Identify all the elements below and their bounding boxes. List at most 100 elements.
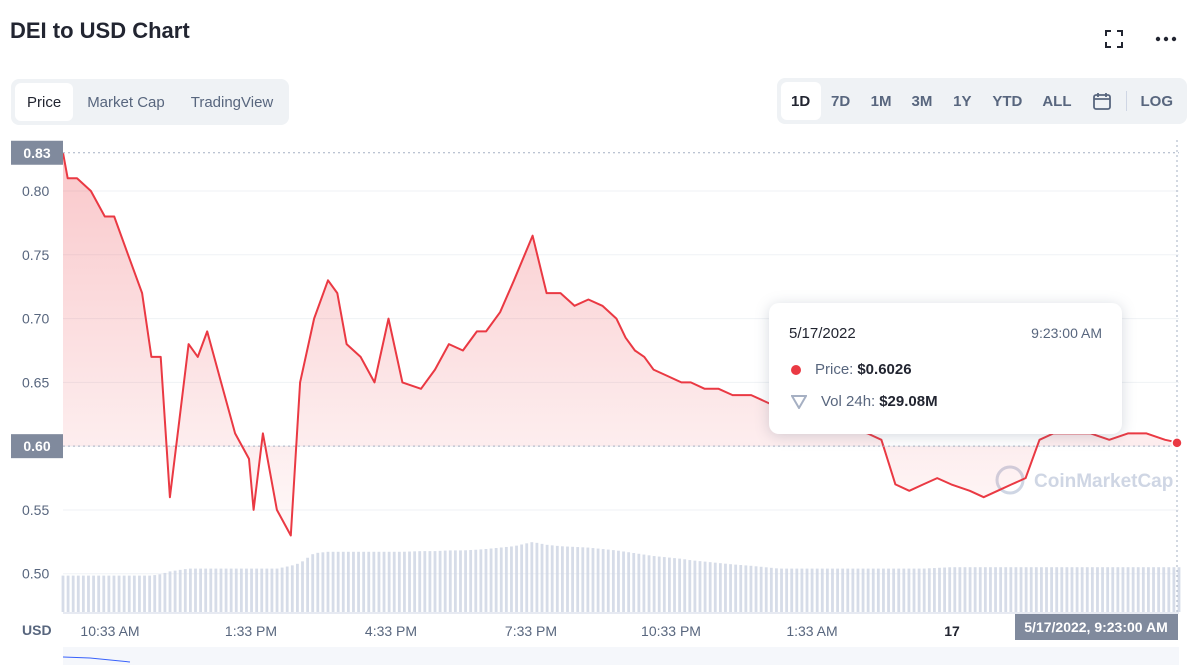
volume-bar [464, 550, 467, 612]
volume-bar [158, 574, 162, 612]
volume-bar [754, 566, 758, 612]
volume-bar [336, 551, 340, 612]
volume-bar [367, 551, 371, 612]
volume-bar [632, 553, 636, 612]
volume-bar [122, 575, 126, 612]
volume-bar [229, 568, 233, 612]
volume-bar [1152, 567, 1155, 612]
volume-bar [652, 556, 656, 612]
volume-bar [1157, 567, 1161, 612]
y-tick-label: 0.75 [22, 247, 49, 263]
range-1y[interactable]: 1Y [953, 92, 972, 110]
volume-bar [647, 555, 651, 612]
volume-bar [953, 567, 957, 612]
volume-bar [92, 575, 95, 612]
range-7d[interactable]: 7D [831, 92, 851, 110]
volume-bar [194, 568, 197, 612]
volume-bar [938, 567, 941, 612]
volume-bar [112, 575, 116, 612]
volume-bar [907, 568, 911, 612]
volume-bar [387, 551, 391, 612]
volume-bar [729, 564, 732, 612]
range-1d[interactable]: 1D [780, 82, 821, 120]
volume-bar [749, 565, 753, 612]
volume-bar [1147, 567, 1150, 612]
volume-bar [775, 568, 778, 612]
volume-bar [1075, 567, 1079, 612]
calendar-icon[interactable] [1082, 82, 1122, 120]
x-tick-label: 1:33 PM [225, 623, 277, 639]
volume-bar [448, 550, 452, 612]
volume-bar [178, 569, 182, 612]
volume-bar [474, 549, 478, 612]
tooltip-price-row: Price: $0.6026 [791, 361, 912, 378]
volume-bar [999, 567, 1003, 612]
volume-bar [917, 568, 921, 612]
navigator-strip[interactable] [63, 647, 1179, 665]
volume-bar [810, 568, 814, 612]
volume-bar [81, 575, 85, 612]
x-tick-label: 10:33 PM [641, 623, 701, 639]
range-all[interactable]: ALL [1042, 92, 1072, 110]
volume-bar [1019, 567, 1023, 612]
x-tick-label: 7:33 PM [505, 623, 557, 639]
volume-bar [1141, 567, 1145, 612]
y-tick-label: 0.50 [22, 566, 49, 582]
volume-bar [321, 552, 325, 612]
volume-bar [560, 546, 564, 612]
volume-bar [61, 575, 65, 612]
volume-bar [199, 568, 202, 612]
x-tick-label: 4:33 PM [365, 623, 417, 639]
volume-bar [718, 563, 722, 612]
volume-bar [540, 543, 544, 612]
volume-bar [698, 561, 702, 612]
volume-bar [611, 550, 615, 612]
volume-bar [1136, 567, 1140, 612]
volume-bar [326, 551, 330, 612]
volume-bar [545, 544, 549, 612]
volume-bar [1111, 567, 1115, 612]
tab-tradingview[interactable]: TradingView [190, 93, 274, 111]
volume-bar [780, 568, 783, 612]
volume-bar [805, 568, 809, 612]
range-ytd[interactable]: YTD [992, 92, 1023, 110]
volume-bar [744, 565, 748, 612]
volume-bar [260, 568, 264, 612]
current-price-label-bg [11, 434, 63, 459]
volume-bar [871, 568, 875, 612]
range-3m[interactable]: 3M [911, 92, 933, 110]
volume-bar [882, 568, 885, 612]
volume-bar [846, 568, 850, 612]
y-tick-label: 0.55 [22, 502, 49, 518]
volume-bar [922, 568, 926, 612]
volume-bar [932, 568, 936, 612]
x-tick-label: 17 [944, 623, 960, 639]
volume-bar [831, 568, 834, 612]
volume-bar [66, 575, 70, 612]
volume-bar [275, 568, 279, 612]
volume-bar [876, 568, 880, 612]
price-line [62, 152, 1180, 537]
more-icon[interactable] [1154, 28, 1178, 50]
volume-bar [76, 575, 80, 612]
fullscreen-icon[interactable] [1102, 28, 1126, 50]
volume-bar [1106, 567, 1110, 612]
chart-tooltip: 5/17/2022 9:23:00 AM Price: $0.6026 Vol 2… [769, 303, 1122, 434]
volume-bar [581, 547, 585, 612]
tooltip-price-label: Price: [815, 361, 854, 378]
tab-market-cap[interactable]: Market Cap [87, 93, 165, 111]
log-toggle[interactable]: LOG [1140, 92, 1174, 110]
range-1m[interactable]: 1M [870, 92, 892, 110]
high-price-label-bg [11, 140, 63, 165]
volume-bar [989, 567, 992, 612]
crosshair-time-label: 5/17/2022, 9:23:00 AM [1024, 619, 1167, 635]
volume-bar [250, 568, 253, 612]
volume-bar [239, 568, 243, 612]
volume-bar [1034, 567, 1038, 612]
volume-bar [1172, 567, 1176, 612]
price-area [63, 152, 1179, 536]
tab-price[interactable]: Price [15, 83, 74, 121]
volume-bar [438, 550, 442, 612]
volume-bar [443, 550, 447, 612]
